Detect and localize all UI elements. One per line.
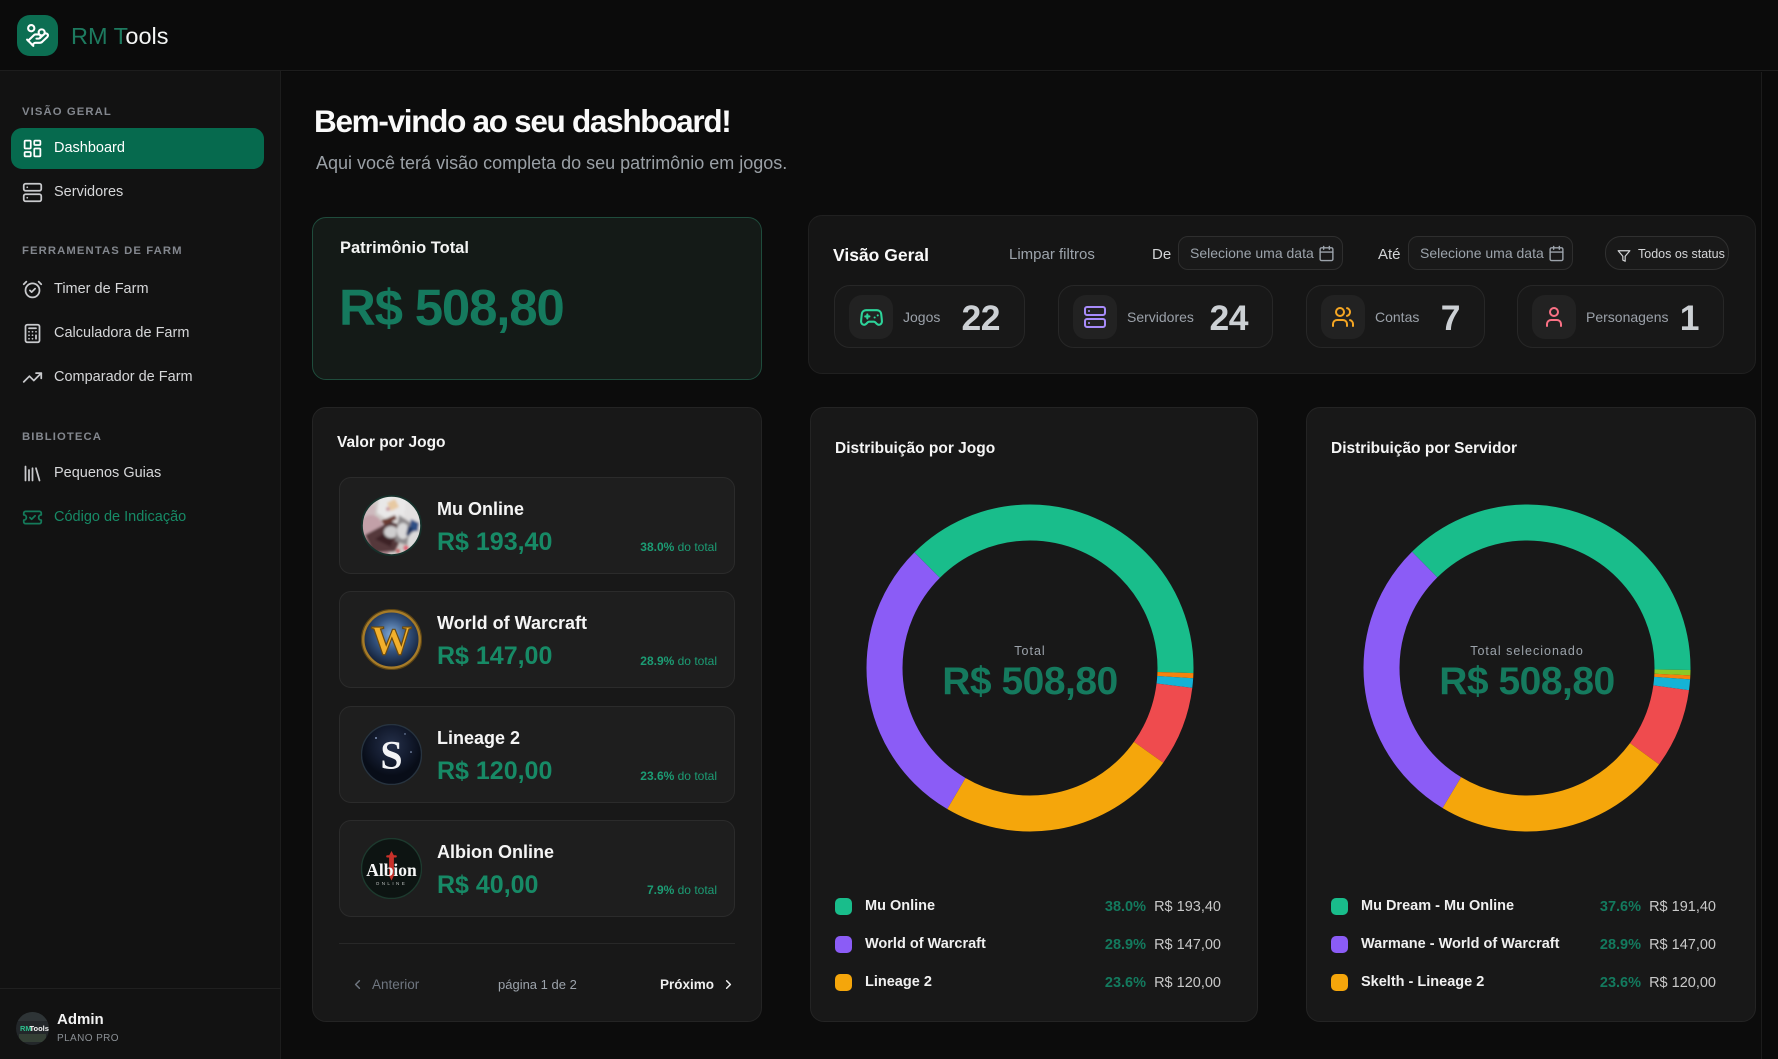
svg-text:S: S	[380, 733, 402, 778]
svg-text:RM: RM	[20, 1024, 32, 1033]
svg-text:ONLINE: ONLINE	[376, 881, 408, 886]
svg-text:W: W	[371, 617, 412, 663]
svg-text:Albion: Albion	[366, 860, 417, 880]
svg-text:Tools: Tools	[30, 1024, 49, 1033]
